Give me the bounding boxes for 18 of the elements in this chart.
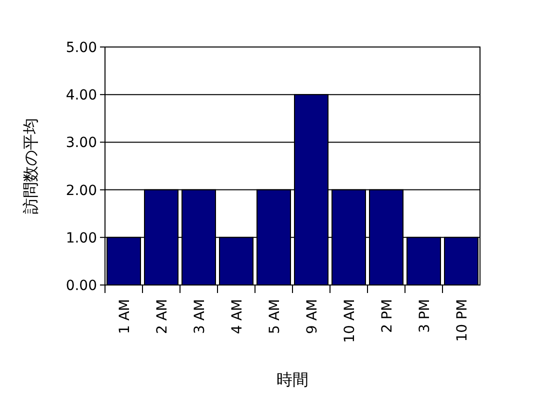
x-tick-label: 10 AM [342,299,358,343]
y-axis-title: 訪問数の平均 [21,118,40,214]
y-tick-label: 3.00 [66,135,97,152]
x-tick-label: 5 AM [266,299,283,334]
x-tick-label: 1 AM [116,299,133,334]
x-tick-label: 10 PM [454,299,470,342]
y-tick-label: 5.00 [66,40,97,56]
x-tick-label: 2 AM [154,299,170,334]
x-tick-label: 3 PM [416,299,433,333]
x-tick-label: 9 AM [304,299,320,334]
y-tick-label: 1.00 [66,230,97,246]
x-tick-label: 3 AM [192,299,208,334]
y-tick-label: 2.00 [66,182,97,199]
y-tick-label: 4.00 [66,88,97,104]
x-tick-label: 2 PM [379,299,396,333]
x-axis-title: 時間 [276,370,308,389]
x-tick-label: 4 AM [229,299,246,334]
y-tick-label: 0.00 [66,278,97,294]
